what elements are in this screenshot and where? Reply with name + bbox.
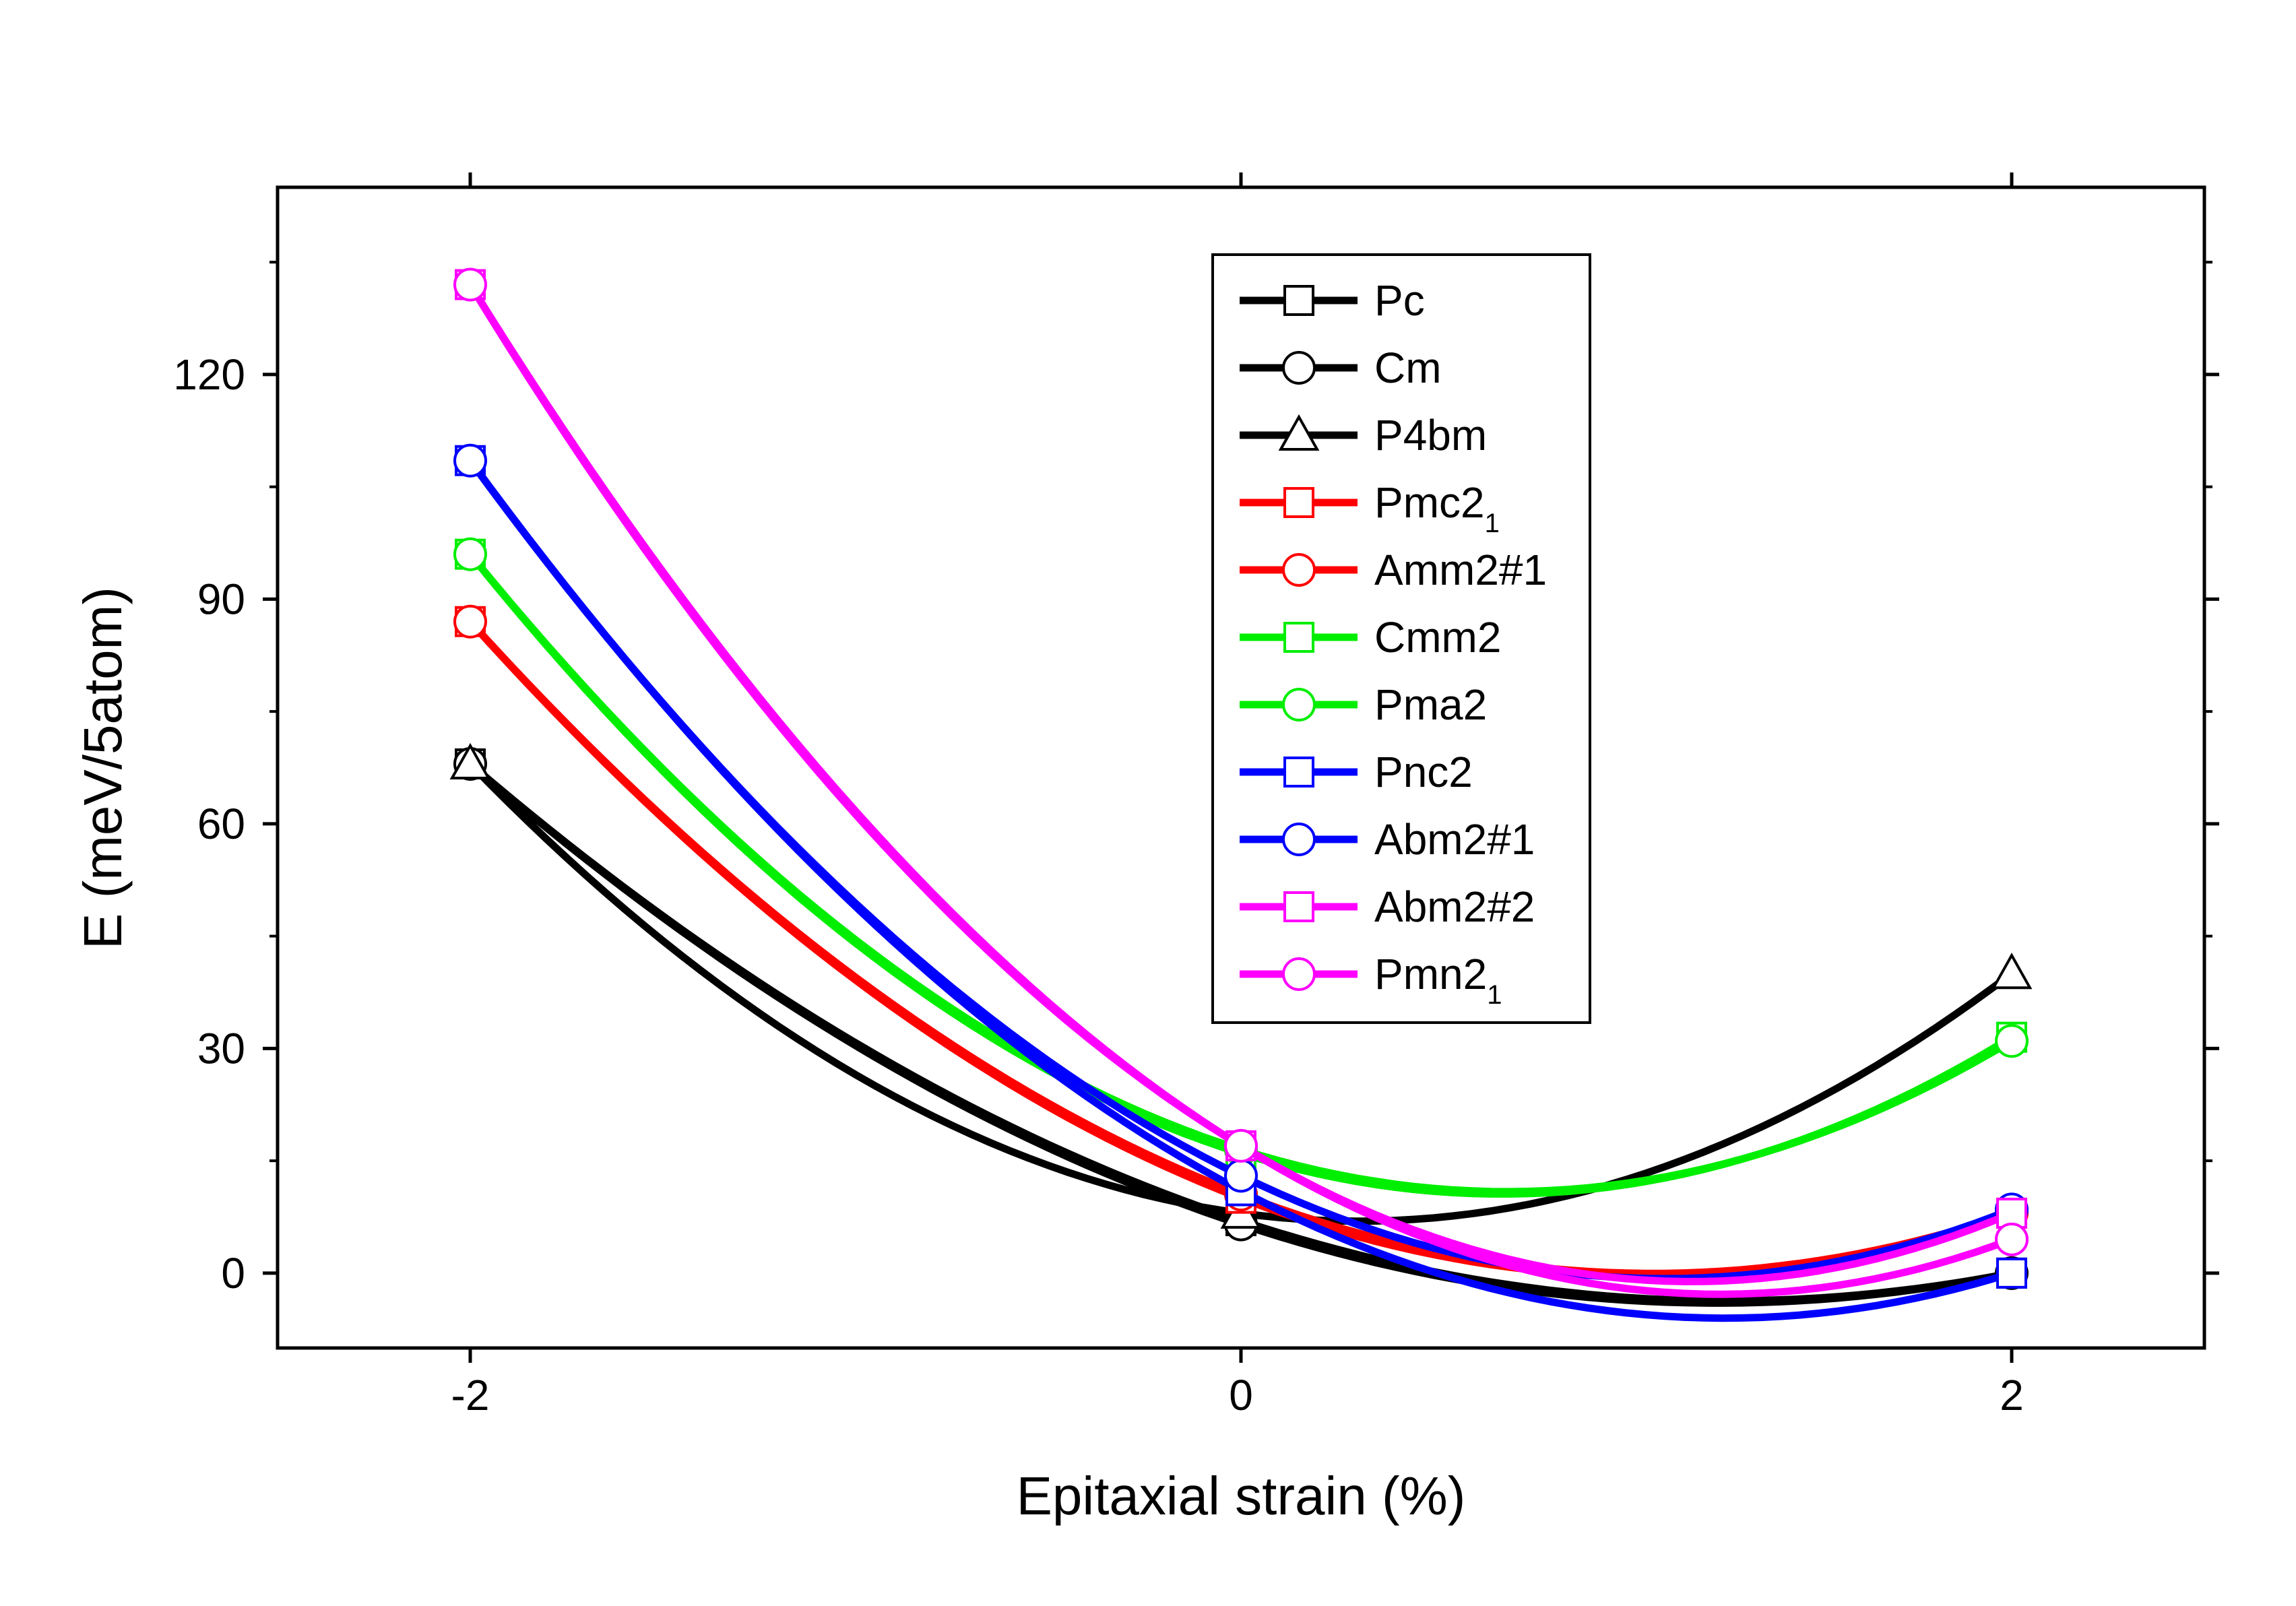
y-tick-label: 120: [173, 350, 245, 399]
legend-label-Abm2#1: Abm2#1: [1374, 815, 1535, 864]
legend-label-Cmm2: Cmm2: [1374, 613, 1501, 662]
plot-frame: [276, 185, 2206, 1350]
y-tick-label: 60: [197, 800, 245, 848]
series-layer: [449, 267, 2033, 1322]
x-tick-label: 0: [1229, 1371, 1253, 1419]
data-point-Abm2#1: [453, 443, 487, 478]
legend-subscript: 1: [1487, 980, 1502, 1010]
legend-label-Amm2#1: Amm2#1: [1374, 546, 1547, 594]
legend-label-Cm: Cm: [1374, 344, 1442, 392]
data-point-Pmn2_1: [1995, 1222, 2029, 1256]
legend-entry-Amm2#1: Amm2#1: [1240, 546, 1547, 594]
data-point-P4bm: [1991, 953, 2033, 990]
legend: PcCmP4bmPmc21Amm2#1Cmm2Pma2Pnc2Abm2#1Abm…: [1211, 253, 1591, 1024]
legend-marker-P4bm: [1278, 414, 1320, 451]
legend-marker-Pma2: [1282, 688, 1316, 721]
legend-marker-Pmc2_1: [1283, 487, 1314, 518]
legend-marker-Amm2#1: [1282, 553, 1316, 587]
legend-marker-Abm2#2: [1283, 891, 1314, 922]
data-point-Pnc2: [1996, 1257, 2027, 1289]
legend-marker-Pmn2_1: [1282, 957, 1316, 991]
legend-marker-Abm2#1: [1282, 823, 1316, 856]
legend-entry-Cmm2: Cmm2: [1240, 613, 1501, 662]
data-point-Pma2: [1995, 1024, 2029, 1058]
legend-entry-Pnc2: Pnc2: [1240, 748, 1473, 796]
x-axis-title: Epitaxial strain (%): [1017, 1466, 1466, 1526]
legend-entry-Pc: Pc: [1240, 276, 1425, 325]
y-tick-label: 30: [197, 1024, 245, 1072]
tick-layer: -2 0 2 0 30 60 90 120: [173, 172, 2219, 1419]
series-Pmn2_1: [453, 267, 2029, 1298]
data-point-Abm2#1: [1224, 1159, 1258, 1193]
data-point-Pma2: [453, 537, 487, 571]
data-point-Pmn2_1: [1224, 1128, 1258, 1163]
data-point-P4bm: [449, 742, 491, 779]
y-tick-label: 90: [197, 575, 245, 623]
legend-label-Pc: Pc: [1374, 276, 1425, 325]
legend-label-Pma2: Pma2: [1374, 680, 1487, 729]
legend-marker-Pc: [1283, 285, 1314, 316]
legend-label-Pnc2: Pnc2: [1374, 748, 1473, 796]
legend-label-P4bm: P4bm: [1374, 411, 1487, 459]
legend-entry-P4bm: P4bm: [1240, 411, 1487, 459]
legend-entry-Pma2: Pma2: [1240, 680, 1487, 729]
x-tick-label: 2: [2000, 1371, 2024, 1419]
y-axis-title: E (meV/5atom): [73, 587, 133, 949]
data-point-Pmn2_1: [453, 267, 487, 302]
legend-marker-Cmm2: [1283, 622, 1314, 653]
legend-marker-Pnc2: [1283, 757, 1314, 788]
legend-entry-Cm: Cm: [1240, 344, 1442, 392]
legend-label-Abm2#2: Abm2#2: [1374, 882, 1535, 931]
y-tick-label: 0: [221, 1249, 245, 1297]
x-tick-label: -2: [451, 1371, 490, 1419]
legend-entry-Abm2#2: Abm2#2: [1240, 882, 1535, 931]
legend-entry-Abm2#1: Abm2#1: [1240, 815, 1535, 864]
legend-subscript: 1: [1485, 509, 1500, 538]
legend-marker-Cm: [1282, 351, 1316, 385]
data-point-Amm2#1: [453, 604, 487, 639]
